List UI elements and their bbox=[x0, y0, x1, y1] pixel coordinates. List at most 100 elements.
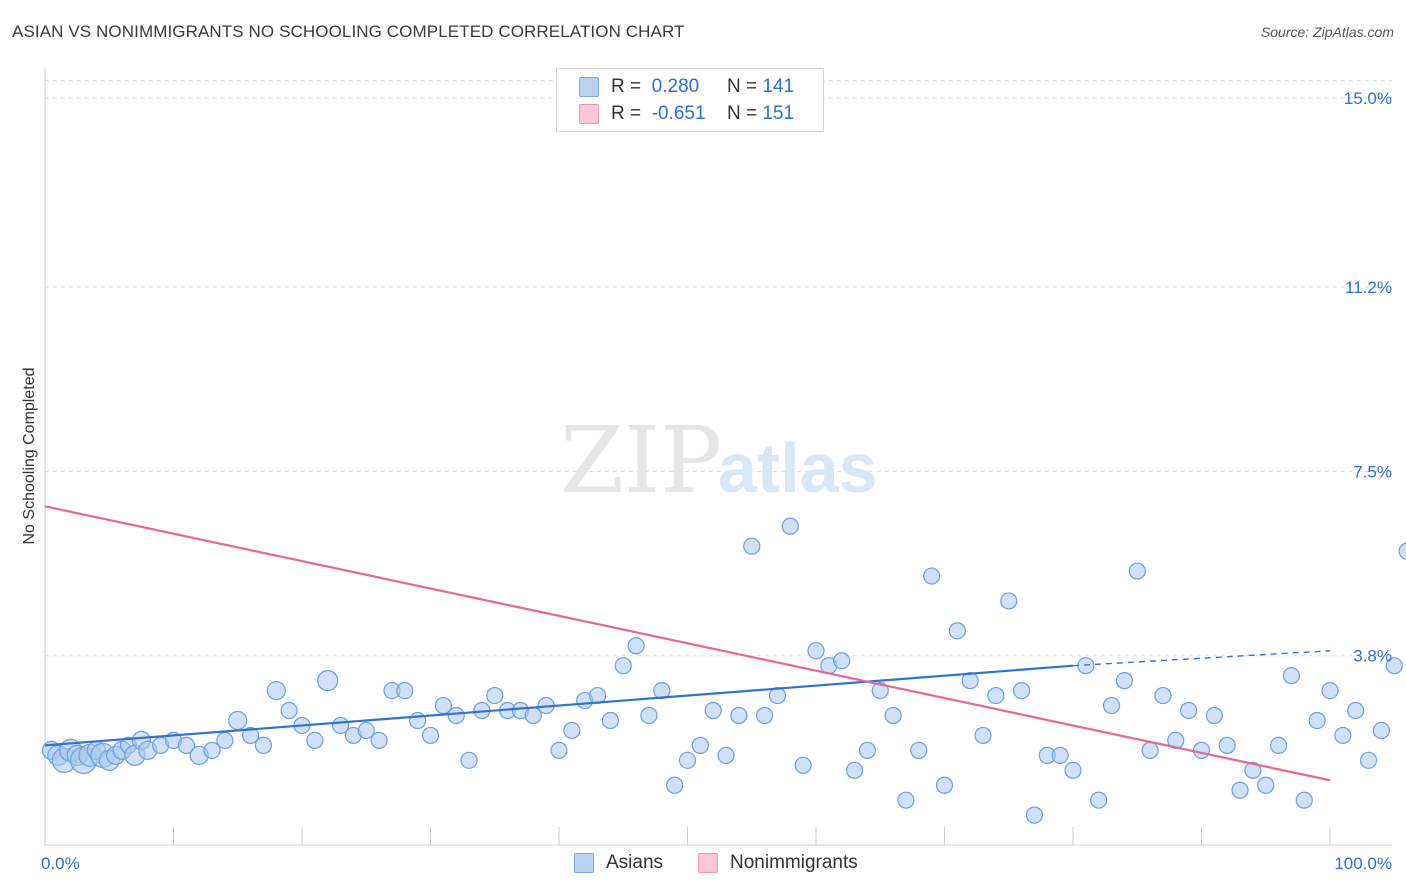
asian-point bbox=[627, 637, 645, 655]
asian-point bbox=[1398, 542, 1406, 560]
asian-point bbox=[717, 746, 735, 764]
asian-trend-line bbox=[44, 664, 1074, 747]
asian-point bbox=[1090, 791, 1108, 809]
asian-point bbox=[974, 726, 992, 745]
asian-point bbox=[1180, 701, 1198, 720]
asian-point bbox=[1231, 781, 1249, 799]
y-tick-label-2: 11.2% bbox=[1345, 278, 1392, 297]
grid-lines bbox=[45, 79, 1392, 657]
asian-point bbox=[280, 701, 298, 720]
asian-point bbox=[884, 706, 902, 725]
legend-label-asians: Asians bbox=[606, 852, 664, 873]
legend-r-label: R = bbox=[611, 76, 642, 97]
legend-r-value: 0.280 bbox=[651, 76, 700, 97]
legend-row-nonimmigrants: R = -0.651 N = 151 bbox=[579, 103, 794, 125]
asian-point bbox=[177, 736, 195, 754]
asian-point bbox=[409, 711, 427, 730]
asian-trend-extension bbox=[1072, 650, 1331, 667]
asian-point bbox=[730, 706, 748, 725]
asian-point bbox=[614, 657, 632, 675]
legend-n-label: N = bbox=[726, 76, 758, 97]
asian-point bbox=[935, 776, 954, 794]
asian-point bbox=[704, 701, 722, 720]
asian-point bbox=[833, 652, 851, 670]
asian-point bbox=[1012, 682, 1031, 700]
asian-point bbox=[601, 711, 620, 730]
asian-point bbox=[1102, 696, 1121, 715]
asian-point bbox=[1205, 706, 1223, 725]
asian-point bbox=[1257, 776, 1275, 794]
asian-point bbox=[254, 736, 273, 754]
asian-point bbox=[755, 706, 774, 725]
asian-point bbox=[678, 751, 697, 769]
nonimmigrant-swatch bbox=[579, 104, 599, 124]
legend-r-value: -0.651 bbox=[651, 103, 706, 124]
legend-n-value: 141 bbox=[762, 76, 795, 97]
source-credit: Source: ZipAtlas.com bbox=[1260, 24, 1394, 40]
trend-lines bbox=[44, 505, 1331, 782]
legend-r-label: R = bbox=[611, 103, 642, 124]
asian-point bbox=[1372, 721, 1391, 740]
legend-label-nonimmigrants: Nonimmigrants bbox=[730, 852, 858, 873]
watermark-atlas: atlas bbox=[718, 429, 878, 507]
asian-point bbox=[743, 537, 761, 555]
legend-row-asians: R = 0.280 N = 141 bbox=[579, 76, 794, 98]
asian-point bbox=[1347, 701, 1365, 720]
legend-n-value: 151 bbox=[762, 103, 795, 124]
asian-point bbox=[447, 706, 465, 725]
x-tick-label-1: 100.0% bbox=[1334, 854, 1392, 873]
legend-n-label: N = bbox=[726, 103, 758, 124]
asian-point bbox=[666, 776, 684, 794]
asian-point bbox=[871, 682, 889, 700]
asian-point bbox=[317, 670, 339, 692]
asian-point bbox=[640, 706, 658, 725]
asian-point bbox=[1064, 761, 1082, 779]
asian-point bbox=[1308, 711, 1326, 730]
asian-point bbox=[1359, 751, 1378, 769]
asian-point bbox=[807, 642, 825, 660]
asian-point bbox=[203, 741, 221, 759]
asian-point bbox=[794, 756, 812, 774]
asian-point bbox=[1269, 736, 1288, 754]
asian-point bbox=[550, 741, 568, 759]
asian-point bbox=[1385, 657, 1403, 675]
x-tick-label-0: 0.0% bbox=[41, 854, 80, 873]
asian-point bbox=[396, 682, 414, 700]
asian-point bbox=[1282, 667, 1301, 685]
asian-point bbox=[421, 726, 440, 745]
asian-point bbox=[370, 731, 388, 750]
tick-labels: 3.8% 7.5% 11.2% 15.0% 0.0% 100.0% bbox=[41, 89, 1392, 873]
asian-swatch bbox=[579, 77, 599, 97]
asian-point bbox=[306, 731, 324, 750]
asian-point bbox=[987, 686, 1005, 705]
asian-point bbox=[1000, 592, 1018, 610]
asian-point bbox=[216, 731, 234, 750]
y-tick-label-1: 7.5% bbox=[1353, 462, 1392, 481]
asian-point bbox=[242, 726, 260, 745]
asian-point bbox=[1141, 741, 1159, 759]
nonimmigrant-trend-line bbox=[44, 505, 1331, 782]
series-legend: Asians Nonimmigrants bbox=[0, 852, 1406, 876]
y-tick-label-3: 15.0% bbox=[1344, 89, 1392, 108]
asian-point bbox=[897, 791, 915, 809]
asian-point bbox=[1334, 726, 1352, 745]
asian-point bbox=[357, 721, 375, 740]
asian-point bbox=[923, 567, 941, 585]
correlation-legend: R = 0.280 N = 141 R = -0.651 N = 151 bbox=[556, 68, 824, 132]
asian-points bbox=[41, 517, 1406, 824]
asian-point bbox=[1115, 672, 1134, 690]
y-axis-label: No Schooling Completed bbox=[21, 368, 38, 545]
asian-point bbox=[858, 741, 877, 759]
asian-swatch bbox=[574, 853, 594, 873]
axes bbox=[44, 68, 1392, 846]
asian-point bbox=[910, 741, 928, 759]
watermark-zip: ZIP bbox=[560, 407, 722, 514]
legend-item-nonimmigrants: Nonimmigrants bbox=[698, 852, 858, 874]
asian-point bbox=[1051, 746, 1069, 764]
asian-point bbox=[266, 681, 286, 701]
asian-point bbox=[1295, 791, 1313, 809]
asian-point bbox=[486, 686, 504, 705]
asian-point bbox=[1154, 686, 1172, 705]
legend-item-asians: Asians bbox=[574, 852, 663, 874]
